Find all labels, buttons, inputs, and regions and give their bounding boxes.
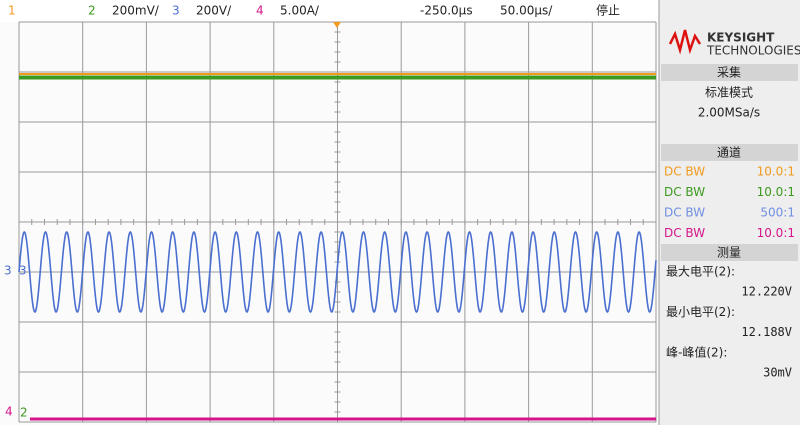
delay: -250.0μs: [420, 4, 473, 18]
measurement-value: 12.220V: [741, 285, 792, 299]
ch3-marker: 3: [4, 264, 12, 278]
section-header-bg: [661, 144, 798, 161]
timebase: 50.00μs/: [500, 4, 553, 18]
brand-name: KEYSIGHT: [707, 31, 775, 45]
run-state[interactable]: 停止: [596, 3, 620, 18]
section-header-bg: [661, 244, 798, 261]
channel-coupling: DC BW: [664, 165, 705, 179]
channel-probe: 500:1: [760, 206, 795, 220]
channel-probe: 10.0:1: [757, 185, 795, 199]
graticule-area: [0, 22, 658, 425]
channel-coupling: DC BW: [664, 226, 705, 240]
measurement-value: 30mV: [763, 366, 792, 380]
graticule: [18, 21, 657, 423]
ch4-label: 4: [256, 4, 264, 18]
channel-coupling: DC BW: [664, 185, 705, 199]
measurement-label: 最大电平(2):: [666, 265, 735, 279]
acq-mode: 标准模式: [705, 86, 753, 100]
brand-sub: TECHNOLOGIES: [706, 44, 800, 58]
channel-coupling: DC BW: [664, 206, 705, 220]
acq-header[interactable]: 采集: [717, 65, 741, 80]
ch3-marker-label: 3: [19, 264, 27, 278]
acq-rate: 2.00MSa/s: [698, 106, 760, 120]
measurement-value: 12.188V: [741, 325, 792, 339]
ch3-trace: [18, 230, 657, 314]
ch2-marker: 2: [20, 406, 28, 420]
measurement-label: 最小电平(2):: [666, 305, 735, 319]
ch4-marker: 4: [5, 405, 13, 419]
ch3-scale: 200V/: [196, 4, 232, 18]
section-header-bg: [661, 64, 798, 81]
ch2-scale: 200mV/: [112, 4, 160, 18]
ch2-label: 2: [88, 4, 96, 18]
channel-rows: DC BW 10.0:1 DC BW 10.0:1 DC BW 500:1 DC BW 10.…: [664, 165, 795, 241]
channel-probe: 10.0:1: [757, 165, 795, 179]
trigger-marker: [333, 22, 341, 28]
chan-header[interactable]: 通道: [717, 146, 741, 160]
ch3-label: 3: [172, 4, 180, 18]
channel-probe: 10.0:1: [757, 226, 795, 240]
ch4-scale: 5.00A/: [280, 4, 320, 18]
measurement-rows: 最大电平(2): 12.220V 最小电平(2): 12.188V 峰-峰值(2): 30…: [666, 265, 792, 380]
meas-header[interactable]: 测量: [717, 246, 741, 260]
brand-logo: [668, 29, 702, 55]
ch1-label: 1: [8, 4, 16, 18]
measurement-label: 峰-峰值(2):: [666, 345, 727, 360]
